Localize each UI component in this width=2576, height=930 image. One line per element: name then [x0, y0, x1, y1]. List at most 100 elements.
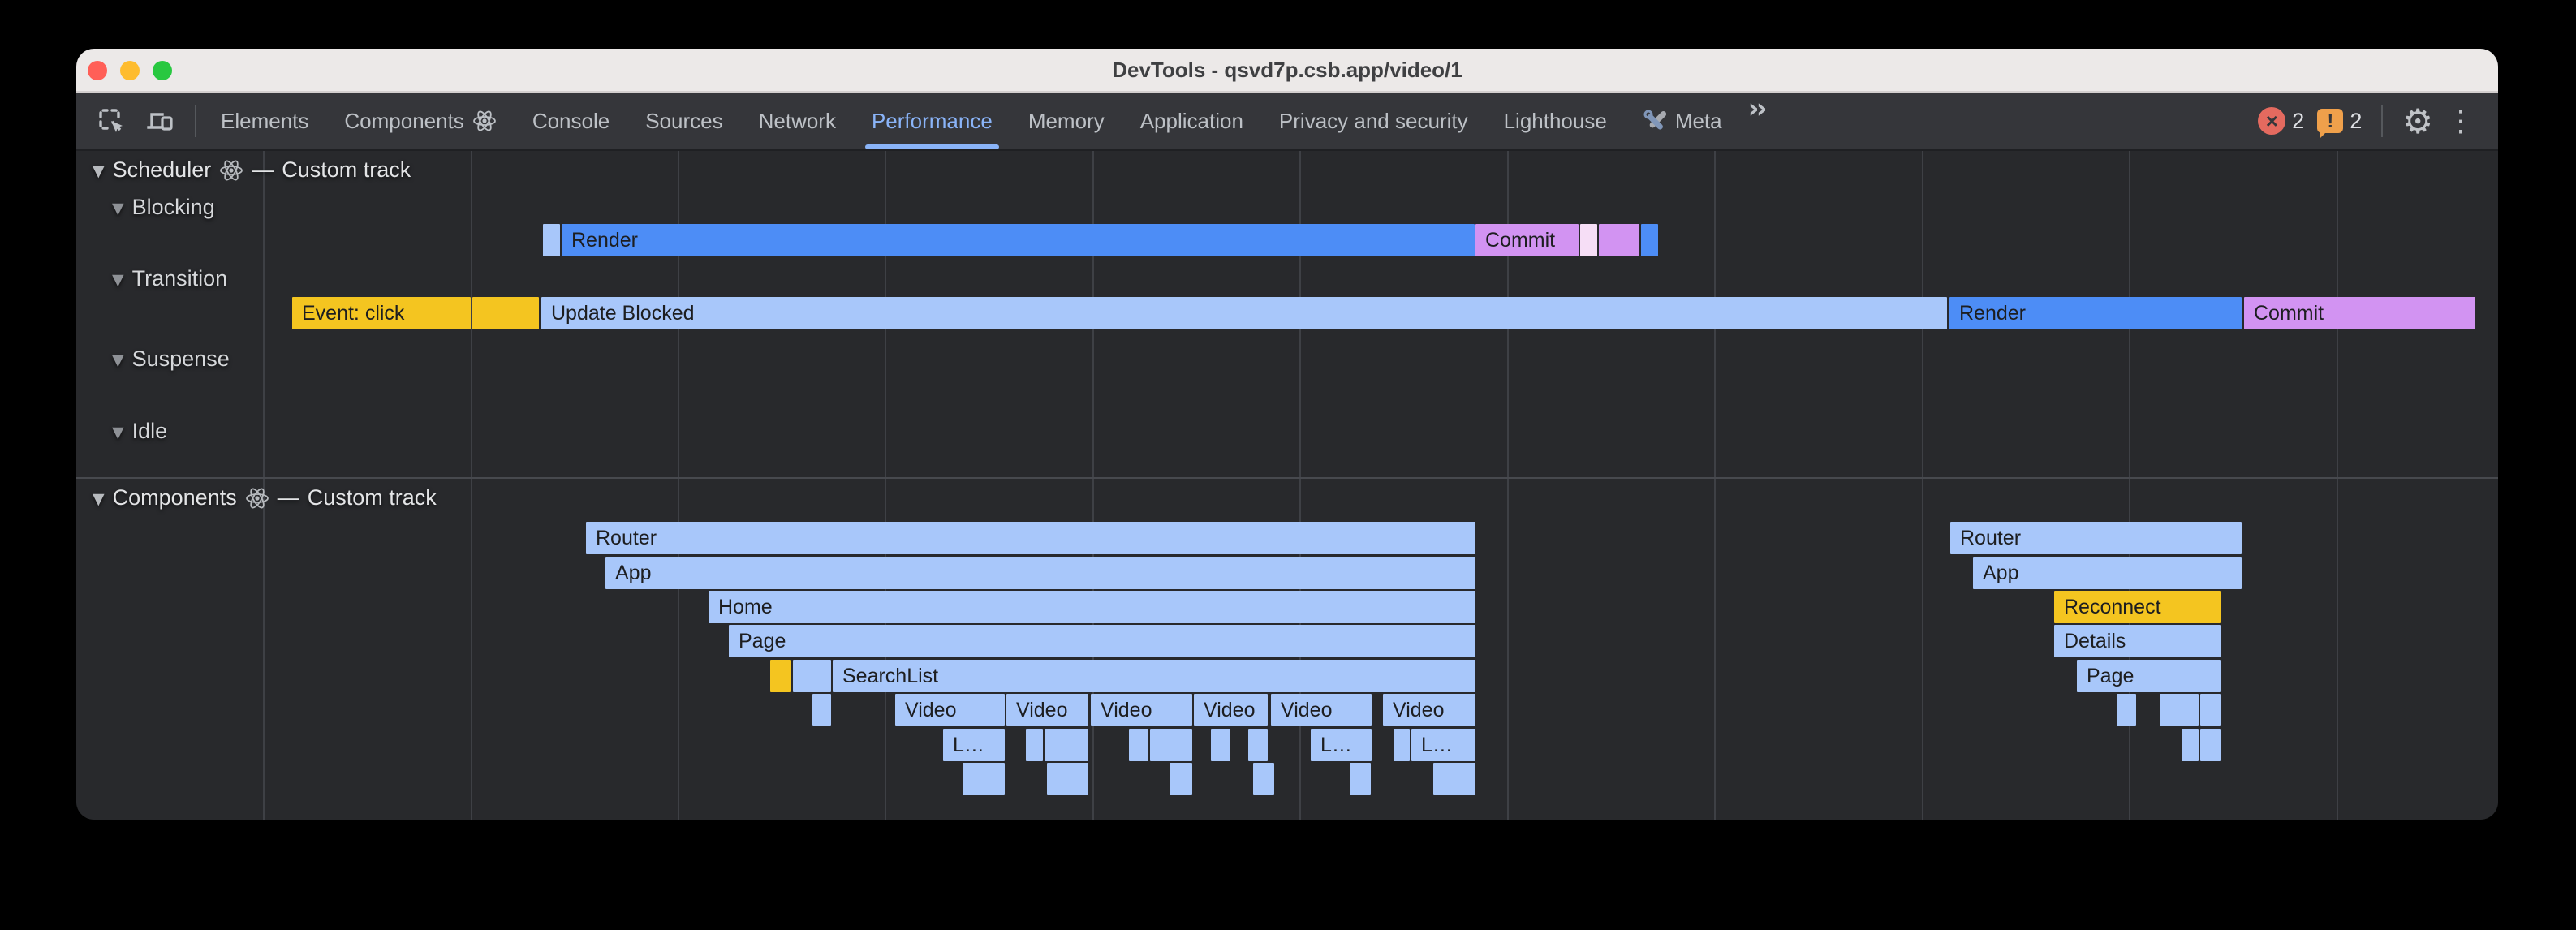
collapse-triangle-icon[interactable]: ▼ [93, 161, 105, 180]
lane-label: Transition [131, 266, 228, 291]
flame-bar-router[interactable]: Router [586, 522, 1475, 554]
tab-network[interactable]: Network [741, 93, 854, 149]
collapse-triangle-icon[interactable]: ▼ [112, 199, 124, 217]
tab-label: Network [758, 108, 836, 133]
flame-bar-render[interactable]: Render [1949, 297, 2242, 329]
flame-bar[interactable] [543, 224, 560, 256]
flame-bar[interactable] [2182, 729, 2199, 761]
flame-bar[interactable] [1047, 763, 1088, 795]
flame-bar[interactable] [770, 660, 791, 692]
tab-label: Components [344, 108, 464, 133]
flame-bar[interactable] [1350, 763, 1371, 795]
settings-gear-icon[interactable]: ⚙ [2402, 101, 2433, 141]
track-name: Scheduler [112, 157, 212, 182]
tab-lighthouse[interactable]: Lighthouse [1486, 93, 1625, 149]
tab-label: Sources [645, 108, 723, 133]
flame-bar-video[interactable]: Video [1194, 694, 1268, 726]
flame-bar-app[interactable]: App [605, 557, 1475, 589]
flame-bar[interactable] [812, 694, 831, 726]
collapse-triangle-icon[interactable]: ▼ [112, 423, 124, 441]
flame-bar[interactable] [2160, 694, 2199, 726]
flame-bar-video[interactable]: Video [1271, 694, 1372, 726]
flame-bar[interactable] [2200, 729, 2221, 761]
warning-badge[interactable]: ! 2 [2317, 109, 2362, 139]
components-track-header[interactable]: ▼ Components — Custom track [93, 485, 437, 510]
flame-bar[interactable] [1394, 729, 1410, 761]
flame-bar[interactable] [1433, 763, 1475, 795]
tab-memory[interactable]: Memory [1010, 93, 1122, 149]
close-button[interactable] [88, 61, 107, 80]
flame-bar[interactable] [793, 660, 831, 692]
tab-label: Lighthouse [1503, 108, 1607, 133]
lane-idle[interactable]: ▼ Idle [112, 419, 167, 444]
flame-bar[interactable] [963, 763, 1005, 795]
flame-bar[interactable] [1026, 729, 1043, 761]
tab-label: Privacy and security [1278, 108, 1468, 133]
flame-bar-video[interactable]: Video [1383, 694, 1475, 726]
flame-bar-l-[interactable]: L… [943, 729, 1005, 761]
minimize-button[interactable] [120, 61, 140, 80]
flame-bar-page[interactable]: Page [2077, 660, 2221, 692]
tab-sources[interactable]: Sources [627, 93, 740, 149]
flame-bar[interactable] [1248, 729, 1268, 761]
gridline [2129, 151, 2130, 820]
flame-bar-searchlist[interactable]: SearchList [833, 660, 1475, 692]
flame-bar[interactable] [1211, 729, 1230, 761]
gridline [1507, 151, 1509, 820]
gridline [678, 151, 679, 820]
flame-bar-l-[interactable]: L… [1311, 729, 1372, 761]
lane-transition[interactable]: ▼ Transition [112, 266, 227, 291]
inspect-icon[interactable] [91, 101, 131, 141]
collapse-triangle-icon[interactable]: ▼ [93, 489, 105, 508]
flame-bar[interactable] [1170, 763, 1192, 795]
flame-bar-video[interactable]: Video [1006, 694, 1088, 726]
track-suffix: Custom track [307, 485, 437, 510]
tab-privacy-and-security[interactable]: Privacy and security [1261, 93, 1486, 149]
flame-bar-page[interactable]: Page [729, 625, 1475, 657]
react-atom-icon [472, 110, 496, 131]
tab-elements[interactable]: Elements [203, 93, 326, 149]
flame-bar[interactable] [1580, 224, 1597, 256]
tab-performance[interactable]: Performance [854, 93, 1010, 149]
flame-bar[interactable] [1150, 729, 1192, 761]
lane-blocking[interactable]: ▼ Blocking [112, 195, 215, 220]
flame-bar[interactable] [1045, 729, 1088, 761]
tab-meta[interactable]: Meta [1625, 93, 1740, 149]
flame-bar-update-blocked[interactable]: Update Blocked [541, 297, 1947, 329]
gridline [1714, 151, 1716, 820]
error-icon: × [2258, 107, 2286, 135]
flame-bar[interactable] [1641, 224, 1658, 256]
flame-bar[interactable] [2200, 694, 2221, 726]
flame-bar-reconnect[interactable]: Reconnect [2054, 591, 2221, 623]
flame-bar[interactable] [2117, 694, 2136, 726]
lane-suspense[interactable]: ▼ Suspense [112, 347, 230, 372]
flame-bar-video[interactable]: Video [1091, 694, 1192, 726]
flame-bar-render[interactable]: Render [562, 224, 1475, 256]
error-badge[interactable]: × 2 [2258, 107, 2304, 135]
flame-bar-app[interactable]: App [1973, 557, 2242, 589]
tab-components[interactable]: Components [326, 93, 514, 149]
titlebar: DevTools - qsvd7p.csb.app/video/1 [76, 49, 2498, 93]
flame-bar-home[interactable]: Home [709, 591, 1475, 623]
collapse-triangle-icon[interactable]: ▼ [112, 270, 124, 289]
flame-bar[interactable] [1253, 763, 1274, 795]
scheduler-track-header[interactable]: ▼ Scheduler — Custom track [93, 157, 411, 183]
device-toolbar-icon[interactable] [140, 101, 180, 141]
flame-bar-l-[interactable]: L… [1411, 729, 1475, 761]
flame-bar-router[interactable]: Router [1950, 522, 2242, 554]
tab-console[interactable]: Console [515, 93, 627, 149]
flame-bar[interactable] [1129, 729, 1148, 761]
flame-bar-video[interactable]: Video [895, 694, 1005, 726]
flame-bar-event-click[interactable]: Event: click [292, 297, 471, 329]
flame-bar-commit[interactable]: Commit [1475, 224, 1579, 256]
zoom-button[interactable] [153, 61, 172, 80]
tab-application[interactable]: Application [1122, 93, 1261, 149]
flame-bar[interactable] [1599, 224, 1639, 256]
more-options-icon[interactable]: ⋮ [2446, 104, 2475, 138]
more-tabs-icon[interactable]: ›› [1747, 93, 1768, 125]
tab-label: Memory [1027, 108, 1105, 133]
flame-bar-details[interactable]: Details [2054, 625, 2221, 657]
collapse-triangle-icon[interactable]: ▼ [112, 351, 124, 369]
flame-bar[interactable] [472, 297, 539, 329]
flame-bar-commit[interactable]: Commit [2244, 297, 2475, 329]
